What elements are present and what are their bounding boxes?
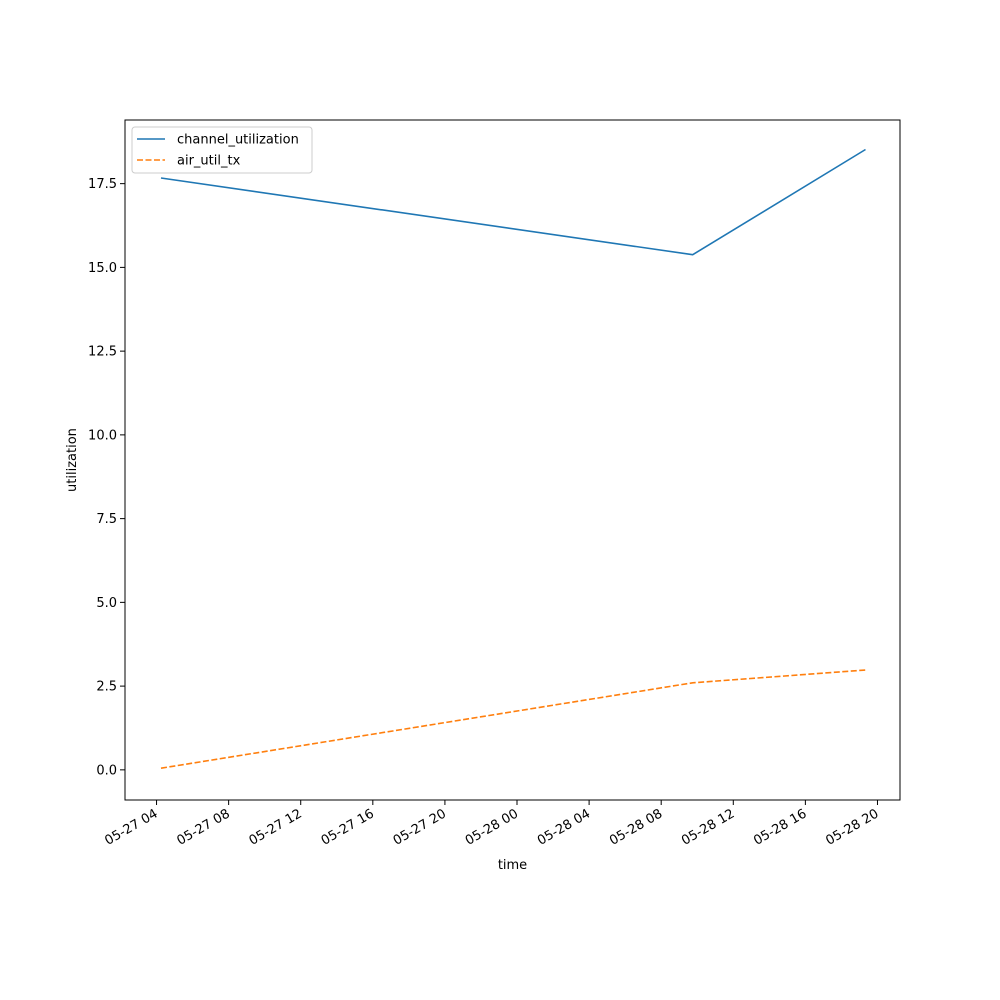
x-tick-label: 05-28 00 <box>463 806 521 848</box>
x-tick-label: 05-27 12 <box>247 806 305 848</box>
y-axis-label: utilization <box>65 428 80 492</box>
legend: channel_utilization air_util_tx <box>131 126 313 174</box>
series-line-air-util-tx <box>160 669 866 769</box>
y-tick-label: 0.0 <box>96 763 117 778</box>
y-tick-label: 2.5 <box>96 680 117 695</box>
x-tick-label: 05-28 04 <box>535 806 593 848</box>
x-tick-label: 05-28 16 <box>751 806 809 848</box>
series-layer <box>160 148 866 769</box>
y-axis-ticks: 0.0 2.5 5.0 7.5 10.0 12.5 15.0 17.5 <box>88 177 125 778</box>
y-tick-label: 5.0 <box>96 596 117 611</box>
series-line-channel-utilization <box>160 148 866 256</box>
x-tick-label: 05-27 16 <box>319 806 377 848</box>
x-tick-label: 05-28 20 <box>823 806 881 848</box>
legend-label-air-util-tx: air_util_tx <box>177 154 241 169</box>
y-tick-label: 7.5 <box>96 512 117 527</box>
x-tick-label: 05-27 08 <box>175 806 233 848</box>
x-tick-label: 05-27 04 <box>102 806 160 848</box>
y-tick-label: 12.5 <box>88 345 117 360</box>
x-tick-label: 05-27 20 <box>391 806 449 848</box>
x-axis-ticks: 05-27 04 05-27 08 05-27 12 05-27 16 05-27 20… <box>102 800 881 849</box>
x-tick-label: 05-28 08 <box>607 806 665 848</box>
plot-area-frame <box>124 119 901 801</box>
x-tick-label: 05-28 12 <box>679 806 737 848</box>
y-tick-label: 15.0 <box>88 261 117 276</box>
y-tick-label: 10.0 <box>88 428 117 443</box>
legend-box <box>131 126 313 174</box>
x-axis-label: time <box>498 858 527 873</box>
legend-label-channel-utilization: channel_utilization <box>177 133 299 148</box>
y-tick-label: 17.5 <box>88 177 117 192</box>
